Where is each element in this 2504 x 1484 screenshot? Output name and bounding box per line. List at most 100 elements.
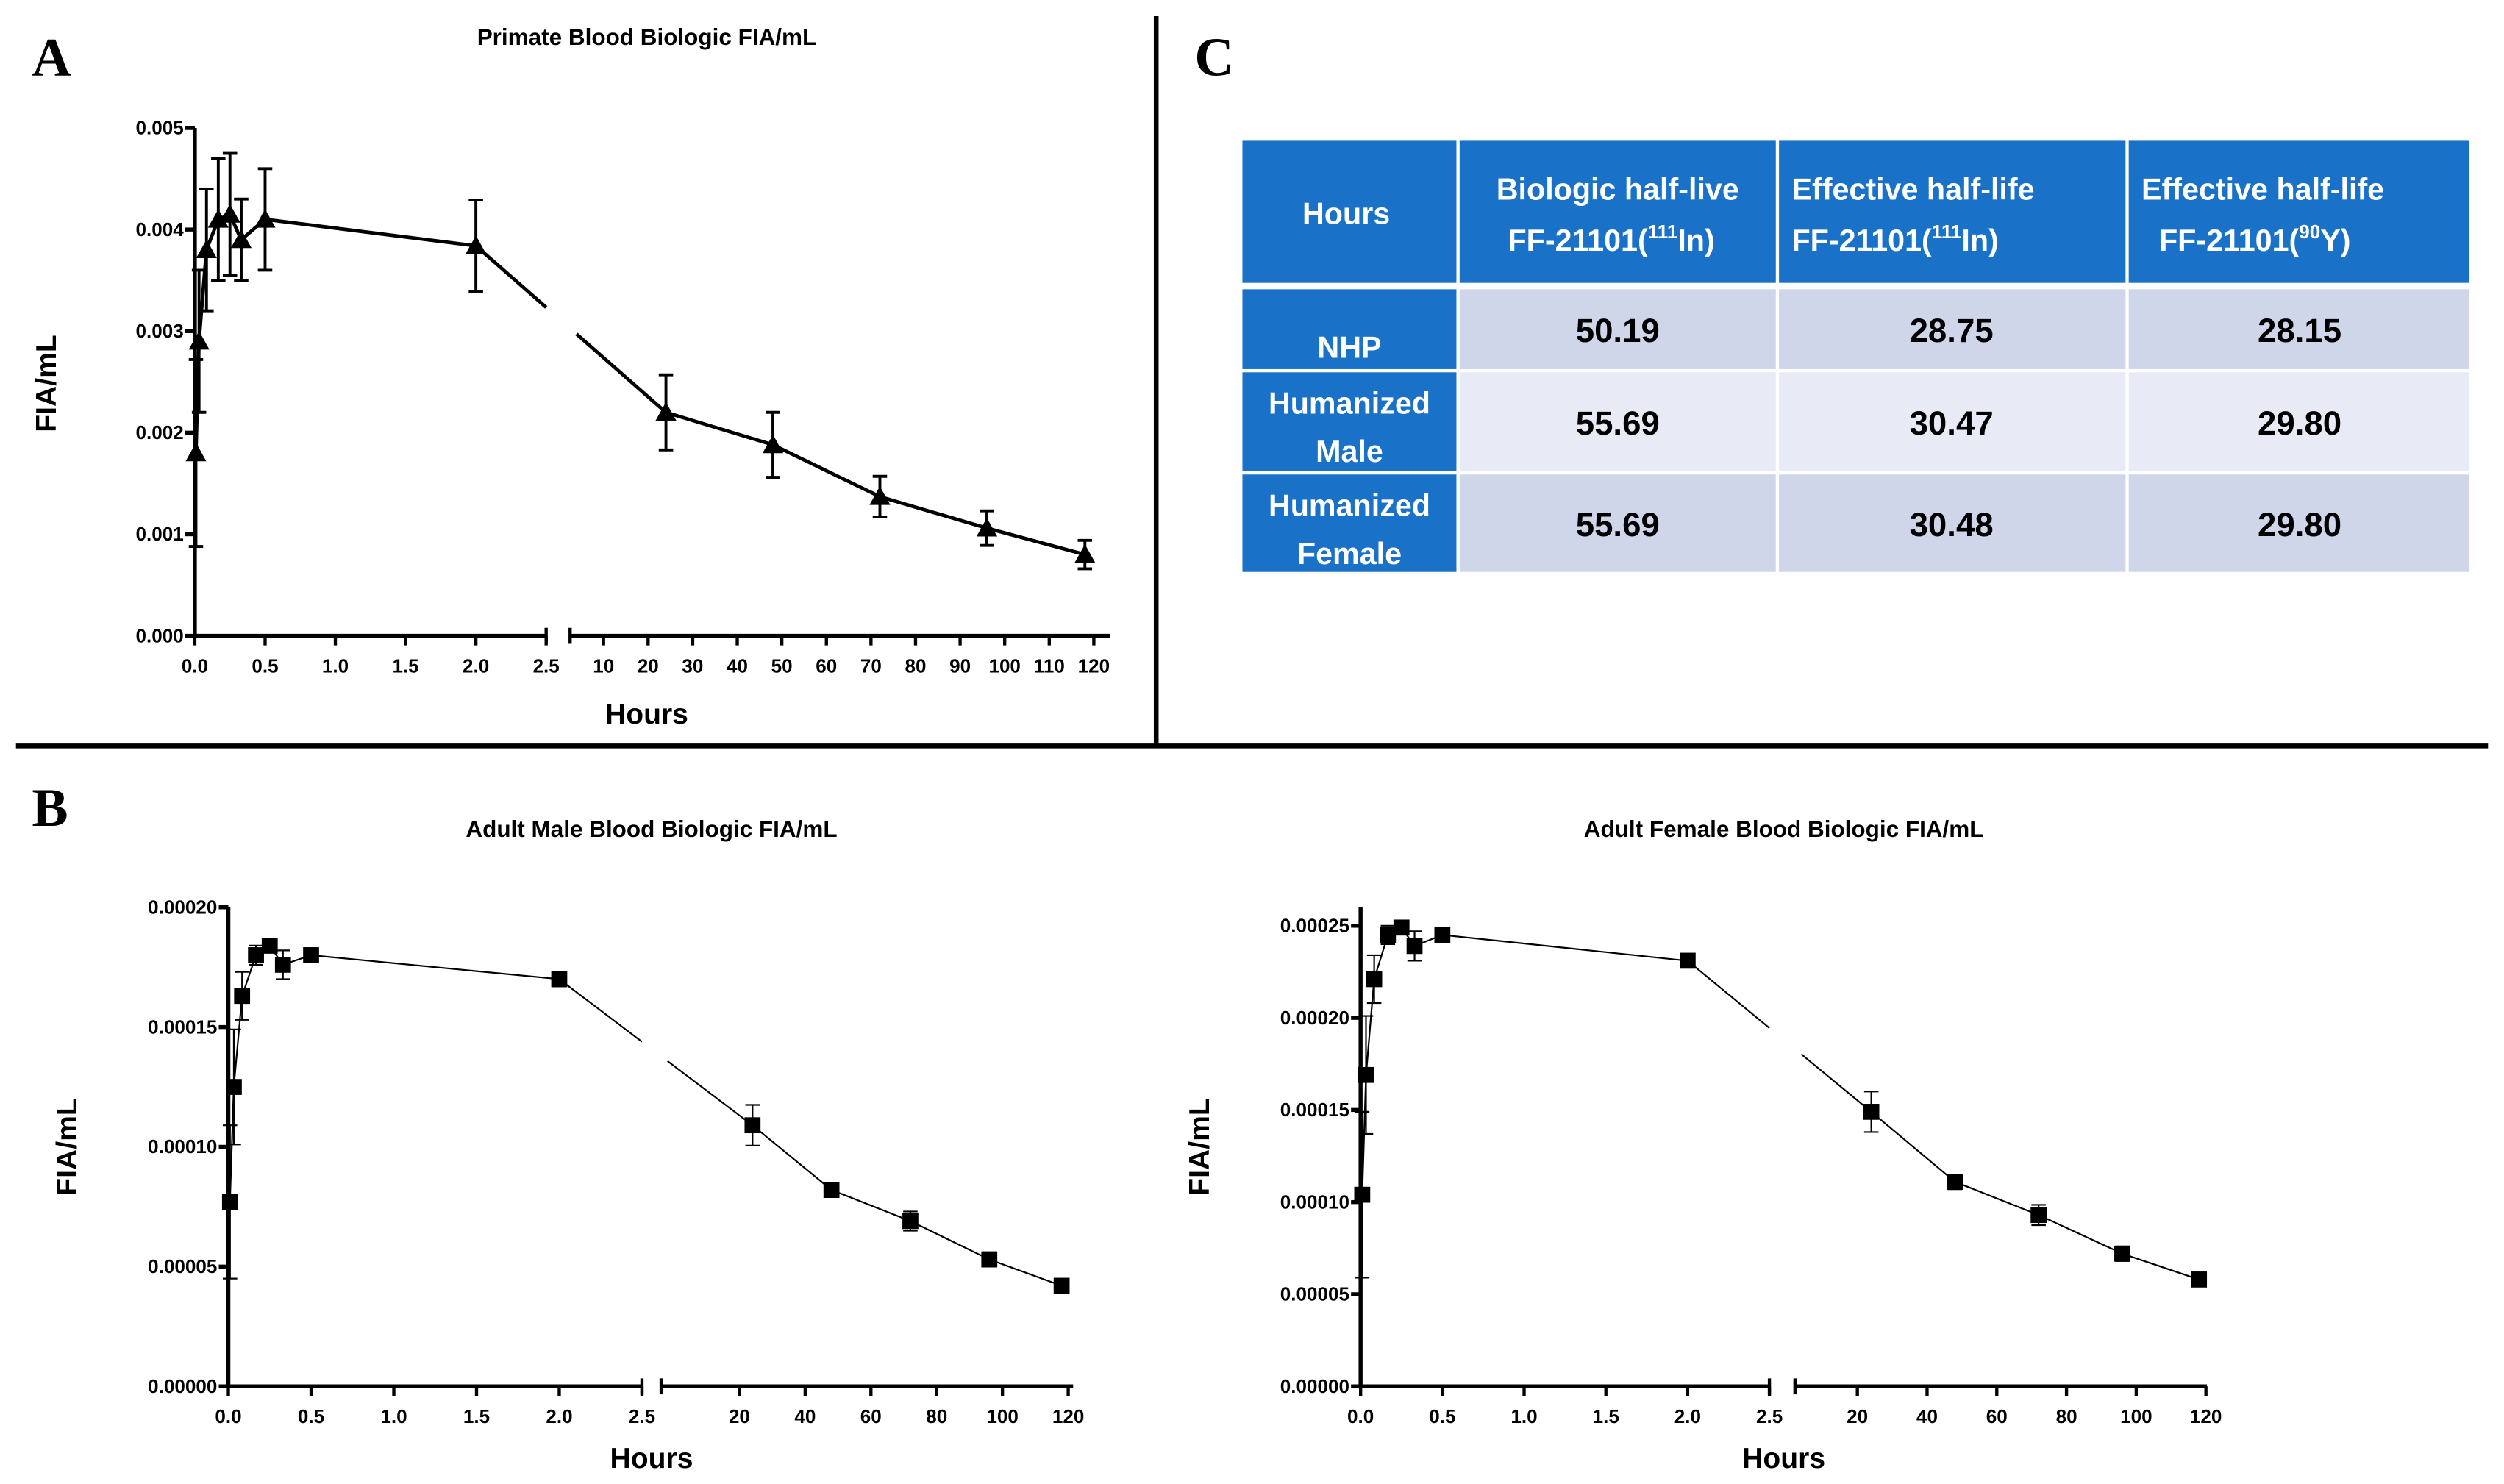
row-label-line1: Humanized bbox=[1269, 387, 1430, 421]
x-tick-label: 100 bbox=[986, 1405, 1018, 1427]
data-point-triangle bbox=[1074, 543, 1096, 563]
y-tick-label: 0.001 bbox=[136, 523, 184, 545]
y-tick-label: 0.00010 bbox=[1280, 1191, 1349, 1213]
value-cell bbox=[1459, 474, 1776, 572]
x-axis-label: Hours bbox=[605, 699, 688, 730]
value-cell bbox=[1459, 372, 1776, 471]
y-tick-label: 0.00020 bbox=[1280, 1007, 1349, 1029]
header-cell-effective-y bbox=[2128, 140, 2469, 283]
y-tick-label: 0.00000 bbox=[1280, 1375, 1349, 1397]
data-point-square bbox=[2114, 1245, 2130, 1262]
series-line bbox=[229, 944, 643, 1202]
x-tick-label: 1.5 bbox=[1593, 1405, 1619, 1427]
y-tick-label: 0.00000 bbox=[148, 1375, 217, 1397]
value-cell bbox=[1779, 289, 2126, 369]
data-point-square bbox=[221, 1194, 238, 1210]
x-tick-label: 100 bbox=[988, 655, 1020, 677]
data-point-square bbox=[981, 1251, 998, 1268]
chart-title: Adult Male Blood Biologic FIA/mL bbox=[466, 816, 837, 842]
y-tick-label: 0.00020 bbox=[148, 896, 217, 918]
y-tick-label: 0.005 bbox=[136, 117, 184, 139]
y-tick-label: 0.000 bbox=[136, 624, 184, 646]
y-tick-label: 0.00010 bbox=[148, 1135, 217, 1157]
panel-letter-b: B bbox=[32, 777, 68, 838]
x-tick-label: 50 bbox=[771, 655, 793, 677]
x-tick-label: 2.0 bbox=[546, 1405, 572, 1427]
table-row: Humanized Male 55.69 30.47 29.80 bbox=[1242, 372, 2469, 471]
series-line bbox=[575, 332, 1085, 557]
header-effective-y-line2: FF-21101(90Y) bbox=[2159, 221, 2351, 257]
half-life-table: Hours Biologic half-live FF-21101(111In)… bbox=[1242, 140, 2469, 572]
header-cell-biologic bbox=[1459, 140, 1776, 283]
data-point-square bbox=[2030, 1207, 2047, 1224]
data-point-square bbox=[1358, 1066, 1374, 1083]
table-row: NHP 50.19 28.75 28.15 bbox=[1242, 289, 2469, 369]
data-point-triangle bbox=[207, 209, 229, 228]
data-point-square bbox=[551, 971, 568, 988]
series-line bbox=[1800, 1053, 2200, 1280]
x-tick-label: 110 bbox=[1034, 655, 1065, 677]
data-point-triangle bbox=[655, 402, 677, 421]
cell-value: 50.19 bbox=[1576, 312, 1660, 349]
value-cell bbox=[1459, 289, 1776, 369]
data-point-square bbox=[744, 1117, 761, 1134]
x-tick-label: 20 bbox=[1847, 1405, 1868, 1427]
data-point-square bbox=[1680, 952, 1696, 969]
data-point-triangle bbox=[230, 229, 252, 249]
cell-value: 29.80 bbox=[2258, 404, 2341, 442]
y-tick-label: 0.00015 bbox=[148, 1016, 217, 1038]
data-point-square bbox=[1863, 1104, 1880, 1120]
data-point-square bbox=[1053, 1277, 1070, 1294]
x-tick-label: 30 bbox=[682, 655, 703, 677]
data-point-square bbox=[1393, 919, 1410, 936]
x-tick-label: 80 bbox=[2056, 1405, 2077, 1427]
header-hours: Hours bbox=[1302, 196, 1390, 230]
data-point-square bbox=[226, 1079, 242, 1095]
x-tick-label: 1.5 bbox=[463, 1405, 490, 1427]
data-point-square bbox=[1354, 1186, 1371, 1203]
y-tick-label: 0.00015 bbox=[1280, 1099, 1349, 1121]
data-point-square bbox=[1380, 927, 1397, 943]
header-cell-hours bbox=[1242, 140, 1457, 283]
y-tick-label: 0.004 bbox=[136, 218, 185, 240]
data-point-triangle bbox=[976, 518, 998, 537]
x-tick-label: 0.0 bbox=[182, 655, 208, 677]
x-tick-label: 0.5 bbox=[1429, 1405, 1455, 1427]
row-label-line2: Female bbox=[1297, 537, 1402, 571]
data-point-square bbox=[2191, 1271, 2208, 1288]
cell-value: 28.75 bbox=[1910, 312, 1994, 349]
x-tick-label: 2.5 bbox=[533, 655, 560, 677]
row-label-cell bbox=[1242, 474, 1457, 572]
x-tick-label: 10 bbox=[593, 655, 614, 677]
series-line bbox=[194, 212, 548, 454]
header-effective-y-line1: Effective half-life bbox=[2141, 173, 2384, 207]
cell-value: 55.69 bbox=[1576, 404, 1660, 442]
value-cell bbox=[1779, 372, 2126, 471]
panel-letter-c: C bbox=[1194, 26, 1233, 87]
header-cell-effective-in bbox=[1779, 140, 2126, 283]
y-tick-label: 0.00005 bbox=[148, 1255, 217, 1277]
x-tick-label: 80 bbox=[926, 1405, 947, 1427]
x-tick-label: 0.5 bbox=[298, 1405, 324, 1427]
row-label-line1: Humanized bbox=[1269, 489, 1430, 523]
panel-letter-a: A bbox=[32, 26, 71, 87]
x-tick-label: 2.0 bbox=[463, 655, 489, 677]
cell-value: 55.69 bbox=[1576, 506, 1660, 543]
table-row: Humanized Female 55.69 30.48 29.80 bbox=[1242, 474, 2469, 572]
x-tick-label: 20 bbox=[638, 655, 659, 677]
x-tick-label: 1.0 bbox=[322, 655, 349, 677]
cell-value: 30.47 bbox=[1910, 404, 1994, 442]
x-tick-label: 120 bbox=[1052, 1405, 1084, 1427]
cell-value: 28.15 bbox=[2258, 312, 2341, 349]
data-point-square bbox=[303, 947, 319, 963]
x-tick-label: 2.5 bbox=[1756, 1405, 1783, 1427]
x-tick-label: 60 bbox=[860, 1405, 882, 1427]
value-cell bbox=[1779, 474, 2126, 572]
data-point-triangle bbox=[188, 330, 210, 350]
chart-primate: Primate Blood Biologic FIA/mL Hours FIA/mL… bbox=[31, 24, 1110, 730]
data-point-triangle bbox=[185, 442, 207, 462]
x-tick-label: 0.0 bbox=[215, 1405, 241, 1427]
data-point-square bbox=[823, 1182, 840, 1198]
header-biologic-line2: FF-21101(111In) bbox=[1508, 221, 1714, 257]
